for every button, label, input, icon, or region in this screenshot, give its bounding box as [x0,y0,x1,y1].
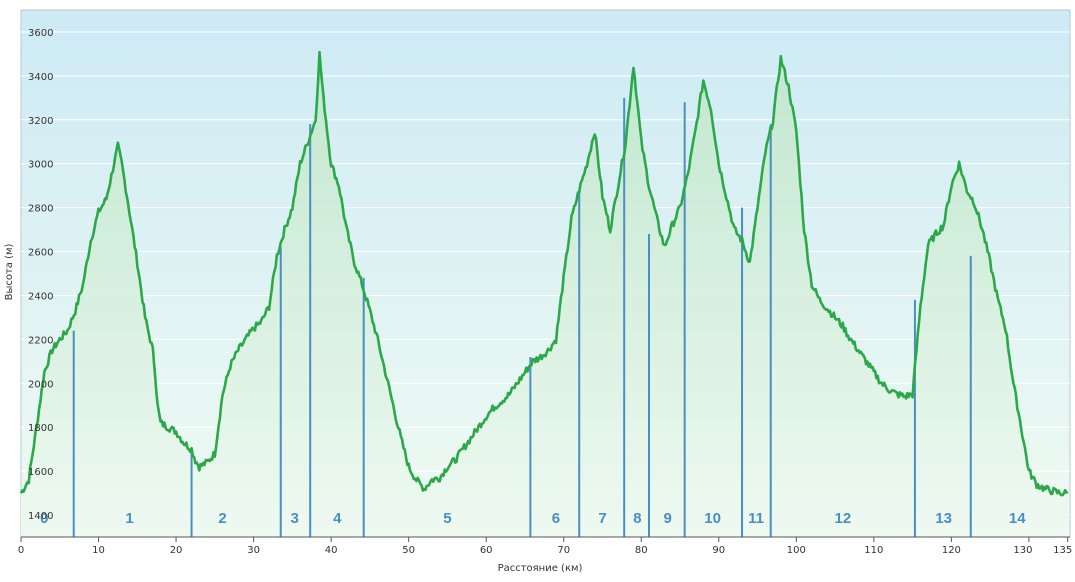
segment-label: 6 [552,510,560,527]
segment-label: 8 [633,510,641,527]
y-axis-ticks: 1400 1600 1800 2000 2200 2400 2600 2800 3000 3200… [28,28,53,522]
y-tick-label: 2800 [28,204,53,215]
y-tick-label: 2200 [28,335,53,346]
segment-label: 2 [218,510,226,527]
segment-label: 5 [443,510,451,527]
segment-label: 11 [748,510,764,527]
elevation-line [19,50,1069,497]
x-tick-label: 50 [402,545,415,556]
x-axis-ticks: 0 10 20 30 40 50 60 70 80 90 100 110 120 130 135 [18,537,1072,556]
x-axis-title: Расстояние (км) [498,563,583,574]
y-tick-label: 3000 [28,160,53,171]
x-tick-label: 10 [92,545,105,556]
y-tick-label: 1800 [28,423,53,434]
segment-label: 13 [935,510,952,527]
x-tick-label: 40 [325,545,338,556]
x-tick-label: 130 [1013,545,1032,556]
y-tick-label: 2400 [28,291,53,302]
segment-label: 10 [704,510,721,527]
x-tick-label: 70 [557,545,570,556]
y-tick-label: 3600 [28,28,53,39]
x-tick-label: 80 [635,545,648,556]
segment-label: 3 [291,510,299,527]
segment-label: 1 [125,510,133,527]
y-tick-label: 2000 [28,379,53,390]
segment-label: 4 [333,510,342,527]
y-tick-label: 1600 [28,467,53,478]
x-tick-label: 120 [942,545,961,556]
x-tick-label: 60 [480,545,493,556]
y-tick-label: 2600 [28,248,53,259]
x-tick-label: 135 [1053,545,1072,556]
y-axis-title: Высота (м) [4,243,15,300]
x-tick-label: 0 [18,545,24,556]
checkpoint-markers [72,97,972,537]
y-tick-label: 1400 [28,511,53,522]
x-tick-label: 30 [247,545,260,556]
segment-label: 9 [663,510,671,527]
x-tick-label: 110 [864,545,883,556]
segment-label: 0 [40,510,48,527]
x-tick-label: 90 [712,545,725,556]
elevation-area-fill [21,52,1068,537]
x-tick-label: 20 [170,545,183,556]
segment-label: 14 [1009,510,1026,527]
x-tick-label: 100 [787,545,806,556]
y-tick-label: 3200 [28,116,53,127]
segment-label: 12 [834,510,851,527]
y-tick-label: 3400 [28,72,53,83]
segment-label: 7 [598,510,606,527]
checkpoint-labels: 0 1 2 3 4 5 6 7 8 9 10 11 12 13 14 [40,510,1026,527]
